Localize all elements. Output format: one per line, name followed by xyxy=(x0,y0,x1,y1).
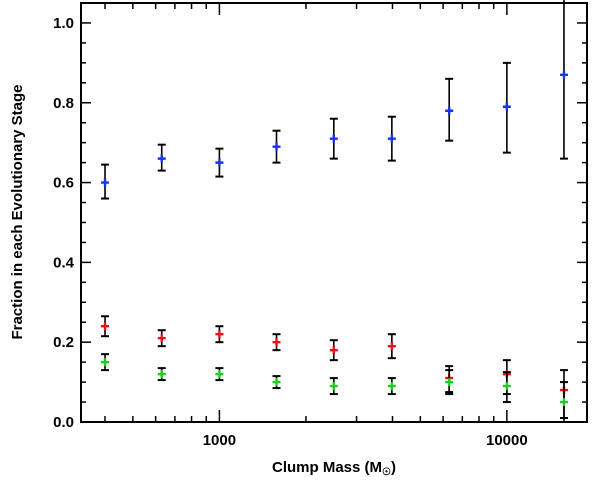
y-axis-title: Fraction in each Evolutionary Stage xyxy=(9,84,26,339)
series-1 xyxy=(101,0,568,200)
data-point xyxy=(101,322,110,331)
data-marks xyxy=(101,0,568,423)
data-point xyxy=(157,334,166,343)
y-tick-label: 0.6 xyxy=(53,175,74,192)
data-point xyxy=(101,178,110,187)
x-tick-label: 10000 xyxy=(486,432,528,449)
data-point xyxy=(387,134,396,143)
series-3 xyxy=(101,353,568,423)
data-point xyxy=(272,378,281,387)
series-2 xyxy=(101,315,568,420)
data-point xyxy=(387,342,396,351)
data-point xyxy=(329,382,338,391)
y-tick-label: 0.4 xyxy=(53,254,75,271)
y-tick-label: 0.8 xyxy=(53,95,74,112)
data-point xyxy=(215,330,224,339)
data-point xyxy=(157,154,166,163)
data-point xyxy=(502,102,511,111)
y-tick-label: 0.2 xyxy=(53,334,74,351)
data-point xyxy=(559,398,568,407)
x-tick-label: 1000 xyxy=(203,432,236,449)
data-point xyxy=(101,358,110,367)
y-tick-label: 1.0 xyxy=(53,15,74,32)
error-bar xyxy=(559,0,568,160)
data-point xyxy=(215,158,224,167)
data-point xyxy=(559,70,568,79)
axis-ticks xyxy=(81,2,587,423)
data-point xyxy=(272,338,281,347)
data-point xyxy=(329,134,338,143)
data-point xyxy=(157,370,166,379)
data-point xyxy=(272,142,281,151)
data-point xyxy=(215,370,224,379)
data-point xyxy=(445,106,454,115)
data-point xyxy=(329,346,338,355)
data-point xyxy=(387,382,396,391)
axis-tick-labels: 0.0 0.2 0.4 0.6 0.8 1.0 1000 10000 xyxy=(53,15,528,449)
x-axis-title: Clump Mass (M☉) xyxy=(272,459,396,478)
y-tick-label: 0.0 xyxy=(53,414,74,431)
plot-frame xyxy=(80,2,588,423)
data-point xyxy=(502,382,511,391)
data-point xyxy=(445,378,454,387)
